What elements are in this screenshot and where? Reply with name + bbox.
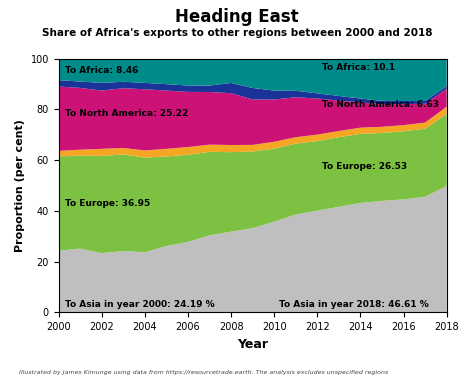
Y-axis label: Proportion (per cent): Proportion (per cent) bbox=[15, 119, 25, 252]
Text: To North America: 6.63: To North America: 6.63 bbox=[322, 100, 438, 109]
Text: Heading East: Heading East bbox=[175, 8, 299, 26]
X-axis label: Year: Year bbox=[237, 338, 268, 351]
Text: Share of Africa's exports to other regions between 2000 and 2018: Share of Africa's exports to other regio… bbox=[42, 28, 432, 38]
Text: To Asia in year 2000: 24.19 %: To Asia in year 2000: 24.19 % bbox=[65, 300, 215, 309]
Text: To Asia in year 2018: 46.61 %: To Asia in year 2018: 46.61 % bbox=[279, 300, 428, 309]
Text: To North America: 25.22: To North America: 25.22 bbox=[65, 109, 188, 118]
Text: Illustrated by James Kimunge using data from https://resourcetrade.earth. The an: Illustrated by James Kimunge using data … bbox=[19, 370, 388, 375]
Text: To Europe: 26.53: To Europe: 26.53 bbox=[322, 162, 407, 171]
Text: To Africa: 10.1: To Africa: 10.1 bbox=[322, 63, 395, 72]
Text: To Africa: 8.46: To Africa: 8.46 bbox=[65, 66, 138, 75]
Text: To Europe: 36.95: To Europe: 36.95 bbox=[65, 199, 150, 208]
